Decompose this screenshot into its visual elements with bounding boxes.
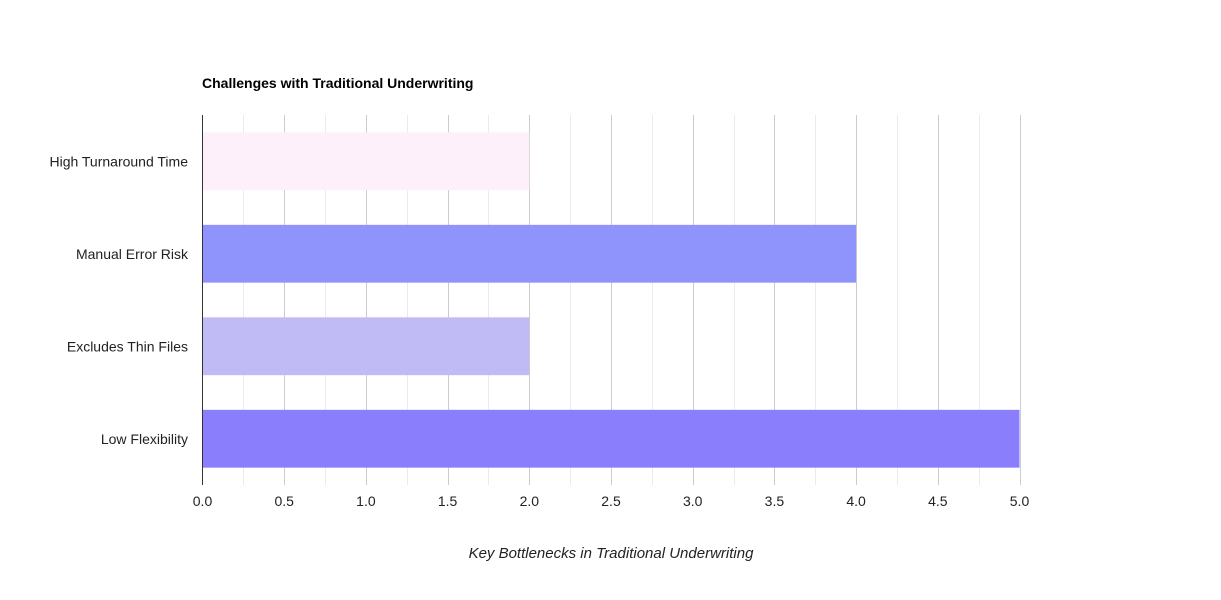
x-tick-label: 2.5 [601, 493, 621, 509]
x-tick-label: 1.0 [356, 493, 376, 509]
x-tick-label: 4.5 [928, 493, 948, 509]
category-label: Manual Error Risk [76, 246, 189, 262]
category-labels: High Turnaround Time Manual Error Risk Exc… [49, 153, 189, 447]
bar [202, 317, 530, 376]
x-tick-label: 4.0 [846, 493, 866, 509]
x-tick-label: 3.0 [683, 493, 703, 509]
x-tick-label: 0.5 [274, 493, 294, 509]
bar [202, 224, 857, 283]
category-label: Low Flexibility [101, 431, 188, 447]
x-tick-label: 2.0 [520, 493, 540, 509]
x-tick-label: 0.0 [193, 493, 213, 509]
x-axis-title: Key Bottlenecks in Traditional Underwrit… [469, 545, 755, 562]
bars [202, 132, 1020, 468]
x-tick-label: 5.0 [1010, 493, 1030, 509]
x-tick-labels: 0.0 0.5 1.0 1.5 2.0 2.5 3.0 3.5 4.0 4.5 5.0 [193, 493, 1030, 509]
category-label: Excludes Thin Files [67, 338, 188, 354]
x-tick-label: 3.5 [765, 493, 785, 509]
bar [202, 409, 1020, 468]
x-tick-label: 1.5 [438, 493, 458, 509]
category-label: High Turnaround Time [49, 153, 188, 169]
chart-title: Challenges with Traditional Underwriting [202, 75, 473, 91]
bar [202, 132, 530, 191]
